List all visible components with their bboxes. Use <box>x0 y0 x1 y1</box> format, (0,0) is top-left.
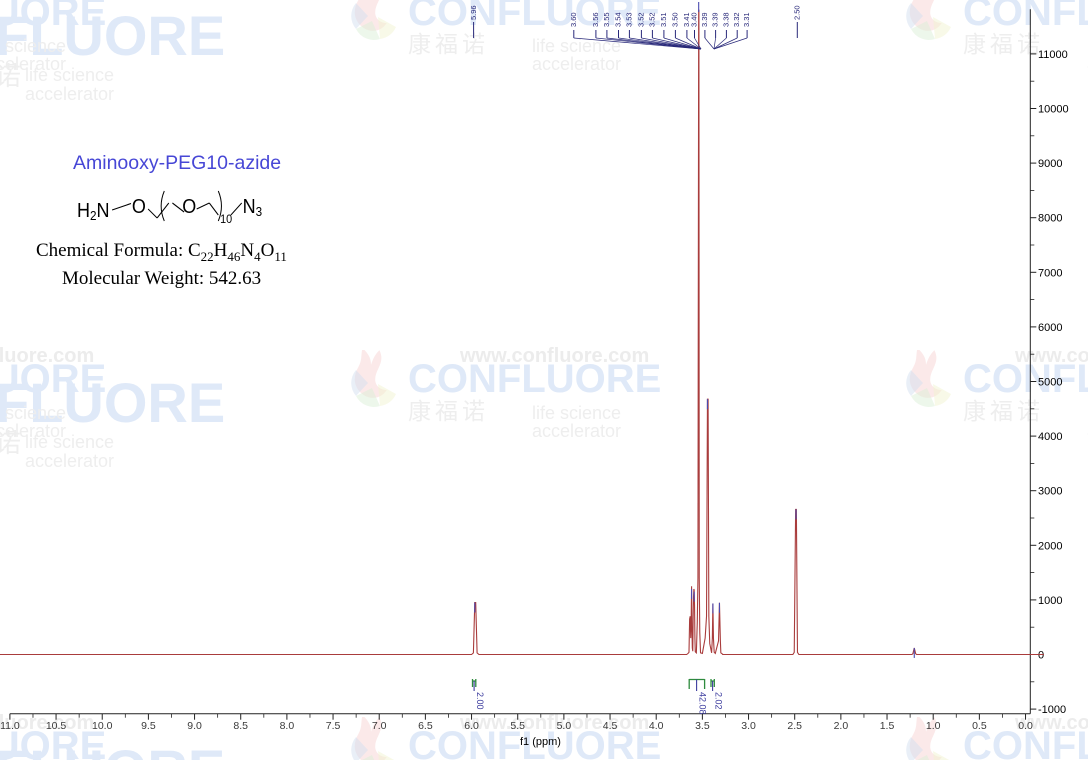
svg-text:7.5: 7.5 <box>326 720 341 732</box>
svg-text:2.5: 2.5 <box>787 720 802 732</box>
svg-text:3.39: 3.39 <box>700 12 709 27</box>
svg-text:3.40: 3.40 <box>690 12 699 27</box>
svg-text:11.0: 11.0 <box>0 720 20 732</box>
svg-text:4000: 4000 <box>1038 431 1062 443</box>
svg-text:10000: 10000 <box>1038 104 1069 116</box>
svg-text:6.5: 6.5 <box>418 720 433 732</box>
svg-text:5.5: 5.5 <box>510 720 525 732</box>
svg-text:8.0: 8.0 <box>280 720 295 732</box>
svg-text:1.5: 1.5 <box>880 720 895 732</box>
svg-text:f1 (ppm): f1 (ppm) <box>520 736 561 748</box>
svg-text:7000: 7000 <box>1038 267 1062 279</box>
svg-text:2.00: 2.00 <box>475 692 485 710</box>
svg-text:3.32: 3.32 <box>732 12 741 27</box>
svg-text:9.0: 9.0 <box>187 720 202 732</box>
svg-text:3.0: 3.0 <box>741 720 756 732</box>
svg-text:3000: 3000 <box>1038 486 1062 498</box>
svg-text:2.02: 2.02 <box>714 692 724 710</box>
svg-text:5.0: 5.0 <box>557 720 572 732</box>
svg-text:3.51: 3.51 <box>659 12 668 27</box>
svg-text:5.96: 5.96 <box>469 5 478 20</box>
svg-text:8000: 8000 <box>1038 213 1062 225</box>
svg-text:3.52: 3.52 <box>636 12 645 27</box>
svg-text:1000: 1000 <box>1038 595 1062 607</box>
svg-text:1.0: 1.0 <box>926 720 941 732</box>
svg-text:5000: 5000 <box>1038 377 1062 389</box>
svg-text:6000: 6000 <box>1038 322 1062 334</box>
svg-text:3.38: 3.38 <box>721 12 730 27</box>
svg-text:4.0: 4.0 <box>649 720 664 732</box>
svg-text:3.60: 3.60 <box>569 12 578 27</box>
svg-text:7.0: 7.0 <box>372 720 387 732</box>
svg-text:-1000: -1000 <box>1038 704 1066 716</box>
svg-text:3.50: 3.50 <box>670 12 679 27</box>
svg-text:2.50: 2.50 <box>793 5 802 20</box>
svg-text:10.0: 10.0 <box>92 720 113 732</box>
svg-text:0.0: 0.0 <box>1018 720 1033 732</box>
svg-text:10.5: 10.5 <box>46 720 67 732</box>
svg-text:3.52: 3.52 <box>647 12 656 27</box>
svg-text:3.54: 3.54 <box>614 12 623 27</box>
svg-text:4.5: 4.5 <box>603 720 618 732</box>
svg-text:3.53: 3.53 <box>624 12 633 27</box>
svg-text:3.5: 3.5 <box>695 720 710 732</box>
svg-text:3.31: 3.31 <box>742 12 751 27</box>
svg-text:42.08: 42.08 <box>698 692 708 715</box>
svg-text:3.56: 3.56 <box>591 12 600 27</box>
svg-text:2000: 2000 <box>1038 540 1062 552</box>
svg-text:0: 0 <box>1038 650 1044 662</box>
svg-text:0.5: 0.5 <box>972 720 987 732</box>
svg-text:8.5: 8.5 <box>233 720 248 732</box>
svg-text:11000: 11000 <box>1038 49 1068 61</box>
svg-text:3.55: 3.55 <box>602 12 611 27</box>
svg-text:9000: 9000 <box>1038 158 1062 170</box>
svg-text:9.5: 9.5 <box>141 720 156 732</box>
svg-text:3.39: 3.39 <box>711 12 720 27</box>
svg-text:2.0: 2.0 <box>834 720 849 732</box>
svg-text:6.0: 6.0 <box>464 720 479 732</box>
